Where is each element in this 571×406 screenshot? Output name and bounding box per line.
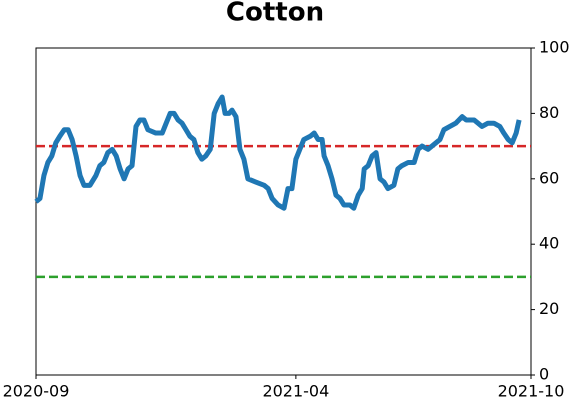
data-line [34,94,522,211]
plot-frame [35,47,532,376]
y-tick-label: 0 [539,365,549,384]
y-tick-label: 20 [539,299,559,318]
x-tick-label: 2021-10 [498,382,565,401]
x-tick-label: 2020-09 [3,382,70,401]
y-tick-label: 100 [539,38,570,57]
x-tick-label: 2021-04 [262,382,329,401]
chart-title: Cotton [226,0,324,28]
y-tick-label: 60 [539,168,559,187]
y-tick-label: 80 [539,103,559,122]
y-tick-label: 40 [539,234,559,253]
